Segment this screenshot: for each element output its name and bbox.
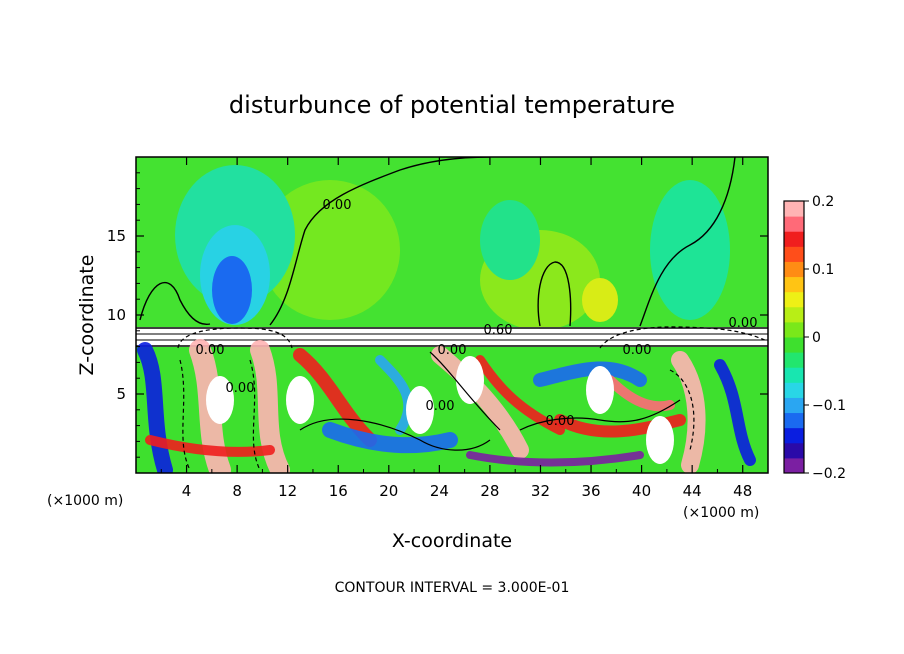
contour-line [537,261,572,327]
x-tick-label: 48 [733,482,752,500]
x-tick-label: 36 [581,482,600,500]
turbulence-band [671,351,706,473]
plot-area [136,157,768,473]
x-axis: 4 8 12 16 20 24 28 32 36 40 44 48 [160,157,752,500]
contour-label: 0.00 [323,198,352,213]
upper-anomaly-cool [650,180,730,320]
contour-label: 0.00 [729,316,758,331]
contour-line [429,351,501,431]
y-tick-label: 15 [107,227,126,245]
turbulence-band [137,342,173,473]
turbulence-band [475,355,565,435]
turbulence-band [250,340,290,473]
lower-features [137,339,756,473]
contour-label: 0.00 [426,399,455,414]
colorbar-cells [784,201,804,474]
colorbar: 0.2 0.1 0 −0.1 −0.2 [783,194,846,482]
y-axis-label: Z-coordinate [76,255,98,376]
colorbar-cell [784,337,804,353]
colorbar-cell [784,246,804,262]
upper-anomaly-warm [260,180,400,320]
turbulence-band [714,359,756,466]
y-tick-label: 10 [107,306,126,324]
contour-line [519,399,681,431]
turbulence-core [286,376,314,424]
turbulence-band [466,451,644,467]
contour-line [139,281,211,326]
turbulence-core [206,376,234,424]
contour-line [299,418,491,451]
turbulence-band [375,355,414,435]
colorbar-cell [784,216,804,232]
x-unit-right: (×1000 m) [683,505,759,521]
contour-line [179,359,191,471]
contour-line [599,326,766,349]
turbulence-core [456,356,484,404]
turbulence-band [145,435,275,457]
y-axis: 5 10 15 [107,172,768,458]
colorbar-ticks: 0.2 0.1 0 −0.1 −0.2 [804,194,846,482]
contour-line [669,369,695,451]
x-unit-left: (×1000 m) [47,493,123,509]
colorbar-cell [784,291,804,308]
upper-anomaly-cool [480,200,540,280]
contour-line [269,157,491,326]
transition-band [136,327,768,347]
x-tick-label: 8 [232,482,242,500]
y-tick-label: 5 [116,385,126,403]
x-tick-label: 44 [683,482,702,500]
turbulence-core [586,366,614,414]
colorbar-cell [784,276,804,293]
colorbar-cell [784,231,804,247]
colorbar-cell [784,261,804,278]
x-tick-label: 12 [278,482,297,500]
colorbar-tick-label: 0 [812,330,821,346]
contour-line [639,157,736,327]
colorbar-cell [784,412,804,429]
colorbar-tick-label: 0.1 [812,262,834,278]
contour-label: 0.00 [226,381,255,396]
turbulence-band [322,422,458,454]
contour-interval-note: CONTOUR INTERVAL = 3.000E-01 [335,580,570,596]
x-tick-label: 16 [329,482,348,500]
contour-label: 0.00 [196,343,225,358]
contour-label: 0.60 [484,323,513,338]
contour-label: 0.00 [623,343,652,358]
turbulence-core [646,416,674,464]
colorbar-cell [784,321,804,338]
contour-label: 0.00 [438,343,467,358]
turbulence-band [293,348,377,447]
turbulence-band [431,346,529,459]
colorbar-cell [784,367,804,383]
x-tick-label: 4 [182,482,192,500]
turbulence-band [605,375,675,412]
turbulence-core [406,386,434,434]
x-tick-label: 20 [379,482,398,500]
contour-line [177,327,293,349]
colorbar-cell [784,352,804,368]
colorbar-cell [784,382,804,398]
contour-label: 0.00 [546,414,575,429]
colorbar-cell [784,457,804,474]
x-tick-label: 24 [430,482,449,500]
upper-anomaly-cool [212,256,252,324]
upper-anomaly-warm [582,278,618,322]
x-tick-label: 32 [531,482,550,500]
colorbar-tick-label: 0.2 [812,194,834,210]
contour-labels: 0.00 0.00 0.60 0.00 0.00 0.00 0.00 0.00 0.00 [196,198,758,429]
chart-title: disturbunce of potential temperature [229,91,675,119]
contour-line [249,359,261,471]
x-axis-label: X-coordinate [392,530,512,552]
colorbar-cell [784,397,804,414]
colorbar-cell [784,442,804,459]
colorbar-cell [784,201,804,217]
colorbar-tick-label: −0.1 [812,398,846,414]
x-tick-label: 40 [632,482,651,500]
colorbar-cell [784,306,804,323]
x-tick-label: 28 [480,482,499,500]
colorbar-tick-label: −0.2 [812,466,846,482]
colorbar-cell [784,427,804,444]
